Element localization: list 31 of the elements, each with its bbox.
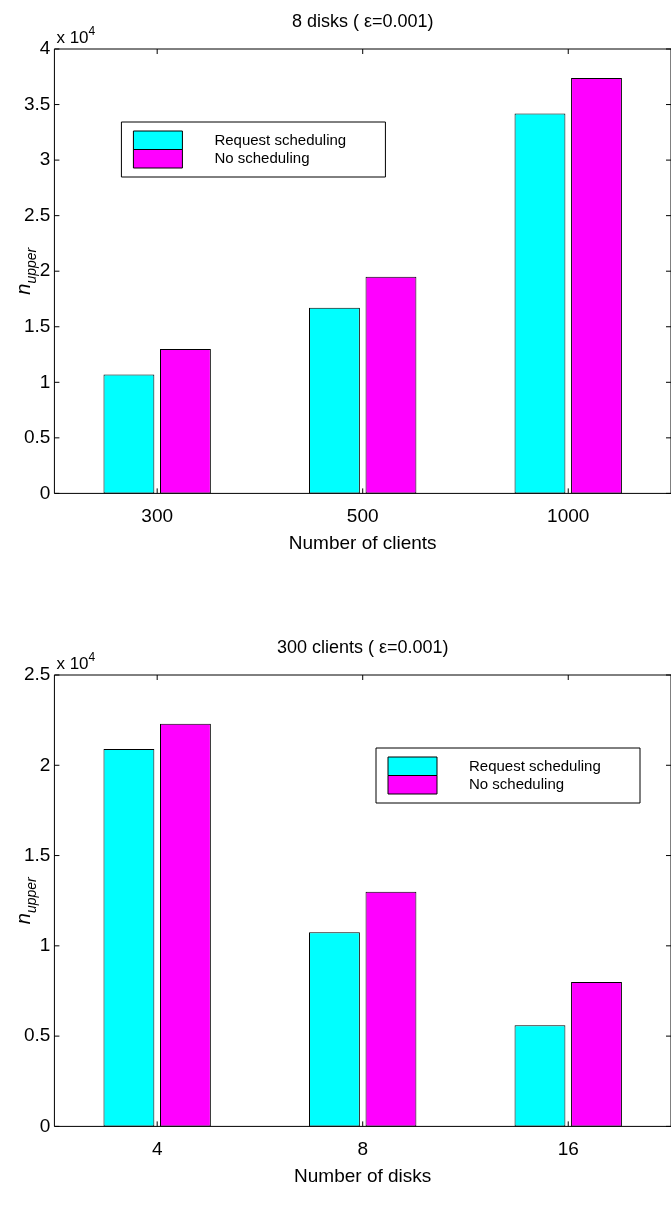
y-tick-label: 2 <box>39 753 51 775</box>
x-tick-label: 500 <box>346 505 379 527</box>
y-tick-label: 1.5 <box>23 843 51 865</box>
y-tick-label: 0.5 <box>23 1024 51 1046</box>
y-tick-label: 4 <box>39 37 51 59</box>
chart-title: 300 clients ( ε=0.001) <box>276 637 449 657</box>
y-tick-label: 0 <box>39 1114 51 1136</box>
y-tick-label: 2.5 <box>23 203 51 225</box>
legend-label: Request scheduling <box>469 756 601 774</box>
x-tick-label: 16 <box>557 1138 579 1160</box>
y-tick-label: 2 <box>39 259 51 281</box>
x-tick-label: 8 <box>357 1138 368 1160</box>
legend-label: No scheduling <box>469 775 565 793</box>
x-tick-label: 300 <box>141 505 174 527</box>
y-tick-label: 3 <box>39 148 51 170</box>
legend-label: Request scheduling <box>214 130 347 148</box>
x-tick-label: 1000 <box>547 505 590 527</box>
y-tick-label: 0 <box>39 481 51 503</box>
legend-label: No scheduling <box>214 149 310 167</box>
y-tick-label: 0.5 <box>23 426 51 448</box>
y-tick-label: 2.5 <box>23 663 51 685</box>
y-axis-title: nupper <box>12 246 39 295</box>
x-axis-title: Number of clients <box>288 531 437 553</box>
y-tick-label: 1.5 <box>23 314 51 336</box>
x-axis-title: Number of disks <box>294 1164 432 1186</box>
x-tick-label: 4 <box>151 1138 163 1160</box>
y-tick-label: 3.5 <box>23 92 51 114</box>
y-tick-label: 1 <box>39 370 51 392</box>
y-tick-label: 1 <box>39 934 51 956</box>
y-axis-title: nupper <box>12 875 39 925</box>
chart-title: 8 disks ( ε=0.001) <box>291 11 434 31</box>
